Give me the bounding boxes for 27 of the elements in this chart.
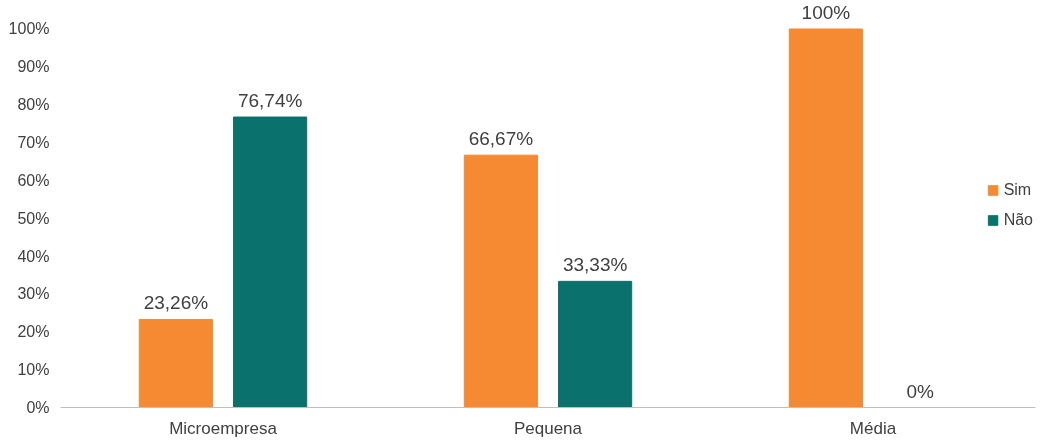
data-label: 76,74% xyxy=(237,90,303,112)
y-tick-label: 70% xyxy=(17,134,50,152)
bar xyxy=(558,280,633,408)
legend-label: Sim xyxy=(1003,180,1032,199)
x-tick-label: Pequena xyxy=(513,418,583,438)
y-tick-label: 100% xyxy=(8,20,50,38)
y-tick-label: 80% xyxy=(17,96,50,114)
bar xyxy=(463,154,538,408)
y-tick-label: 10% xyxy=(17,361,50,379)
data-label: 0% xyxy=(906,380,934,402)
data-label: 66,67% xyxy=(468,128,534,150)
y-tick-label: 30% xyxy=(17,285,50,303)
bar xyxy=(138,318,213,408)
data-label: 33,33% xyxy=(562,254,628,276)
y-tick-label: 0% xyxy=(26,399,50,416)
legend-label: Não xyxy=(1003,210,1033,229)
bar xyxy=(788,28,863,408)
x-tick-label: Microempresa xyxy=(169,418,278,438)
x-tick-label: Média xyxy=(849,418,897,438)
data-label: 23,26% xyxy=(143,292,209,314)
y-tick-label: 90% xyxy=(17,58,50,76)
y-tick-label: 20% xyxy=(17,323,50,341)
data-label: 100% xyxy=(801,2,851,23)
y-tick-label: 60% xyxy=(17,171,50,189)
bar xyxy=(233,116,308,408)
y-tick-label: 40% xyxy=(17,247,50,265)
y-tick-label: 50% xyxy=(17,209,50,227)
